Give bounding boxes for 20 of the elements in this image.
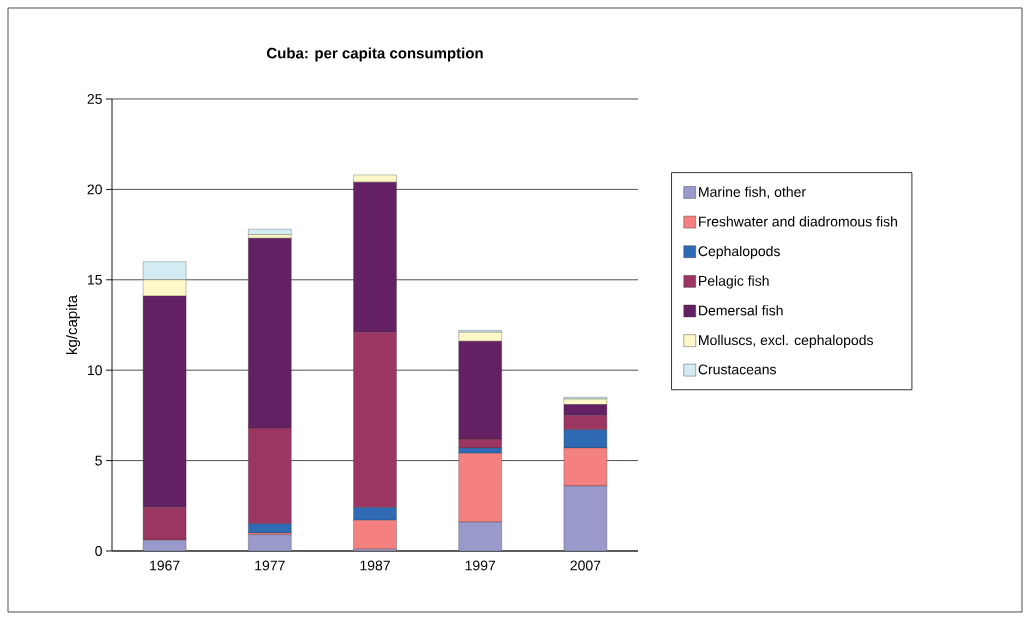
- legend-label: Crustaceans: [698, 364, 777, 375]
- legend-label: Demersal fish: [699, 305, 783, 316]
- x-tick-label: 1987: [360, 560, 390, 571]
- y-tick-label: 0: [95, 546, 102, 556]
- legend-label: Cephalopods: [698, 245, 780, 259]
- legend-label: Freshwater and diadromous fish: [699, 216, 897, 227]
- legend-label: Molluscs, excl. cephalopods: [699, 334, 873, 348]
- y-tick-label: 15: [87, 274, 102, 285]
- y-axis-title: kg/capita: [66, 294, 81, 354]
- legend-label: Marine fish, other: [699, 186, 806, 199]
- x-tick-label: 2007: [570, 560, 601, 571]
- y-tick-label: 5: [95, 455, 102, 466]
- legend-label: Pelagic fish: [699, 275, 769, 289]
- y-tick-label: 10: [87, 365, 102, 376]
- chart-title: Cuba: per capita consumption: [266, 47, 483, 62]
- x-tick-label: 1977: [255, 560, 285, 571]
- x-tick-label: 1967: [150, 560, 180, 571]
- y-tick-label: 20: [87, 184, 102, 195]
- x-tick-label: 1997: [465, 560, 496, 571]
- y-tick-label: 25: [87, 94, 102, 104]
